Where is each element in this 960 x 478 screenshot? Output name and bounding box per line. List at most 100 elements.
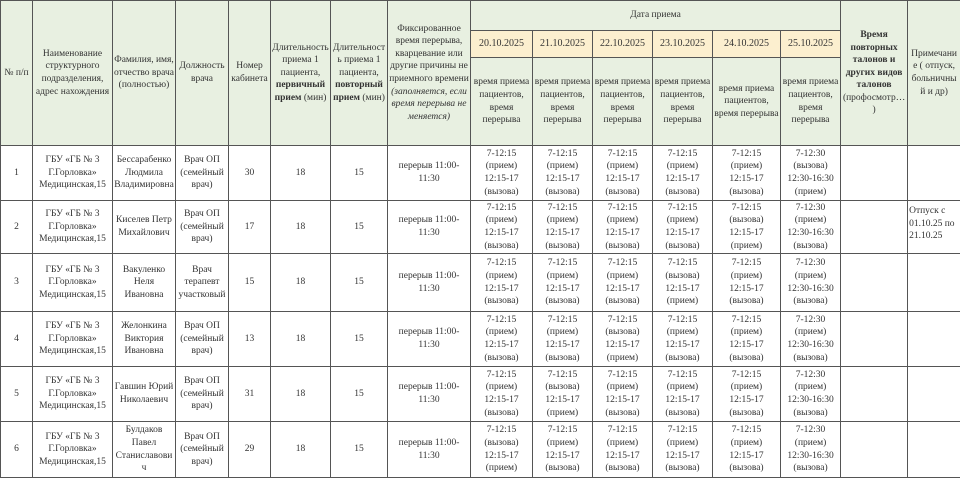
row-num: 2 [1, 201, 33, 254]
doctor-name: Желонкина Виктория Ивановна [113, 312, 176, 367]
position-cell: Врач ОП (семейный врач) [176, 201, 229, 254]
schedule-cell: 7-12:15 (прием) 12:15-17 (вызова) [533, 201, 593, 254]
primary-duration: 18 [271, 367, 331, 422]
date-subheader: время приема пациентов, время перерыва [713, 58, 781, 146]
repeat-duration: 15 [331, 367, 388, 422]
schedule-cell: 7-12:15 (прием) 12:15-17 (вызова) [471, 254, 533, 312]
date-header: 20.10.2025 [471, 31, 533, 58]
date-header: 24.10.2025 [713, 31, 781, 58]
schedule-cell: 7-12:15 (прием) 12:15-17 (вызова) [593, 201, 653, 254]
header-primary-unit: (мин) [304, 93, 327, 103]
primary-duration: 18 [271, 201, 331, 254]
schedule-cell: 7-12:15 (прием) 12:15-17 (вызова) [713, 146, 781, 201]
repeat-duration: 15 [331, 312, 388, 367]
cabinet-cell: 29 [229, 422, 271, 478]
primary-duration: 18 [271, 312, 331, 367]
schedule-cell: 7-12:15 (прием) 12:15-17 (вызова) [653, 201, 713, 254]
header-name: Фамилия, имя, отчество врача (полностью) [113, 1, 176, 146]
date-header: 23.10.2025 [653, 31, 713, 58]
break-cell: перерыв 11:00-11:30 [388, 312, 471, 367]
unit-cell: ГБУ «ГБ № 3 Г.Горловка» Медицинская,15 [33, 422, 113, 478]
header-primary: Длительность приема 1 пациента, первичны… [271, 1, 331, 146]
schedule-cell: 7-12:15 (вызова) 12:15-17 (прием) [471, 422, 533, 478]
talons-cell [841, 367, 908, 422]
note-cell [908, 367, 960, 422]
doctor-name: Гавшин Юрий Николаевич [113, 367, 176, 422]
schedule-cell: 7-12:30 (прием) 12:30-16:30 (вызова) [781, 312, 841, 367]
row-num: 3 [1, 254, 33, 312]
header-cabinet: Номер кабинета [229, 1, 271, 146]
date-subheader: время приема пациентов, время перерыва [781, 58, 841, 146]
break-cell: перерыв 11:00-11:30 [388, 367, 471, 422]
schedule-cell: 7-12:15 (вызова) 12:15-17 (прием) [593, 312, 653, 367]
note-cell [908, 312, 960, 367]
note-cell: Отпуск с 01.10.25 по 21.10.25 [908, 201, 960, 254]
schedule-cell: 7-12:15 (прием) 12:15-17 (вызова) [593, 422, 653, 478]
primary-duration: 18 [271, 422, 331, 478]
break-cell: перерыв 11:00-11:30 [388, 201, 471, 254]
date-header: 22.10.2025 [593, 31, 653, 58]
break-cell: перерыв 11:00-11:30 [388, 254, 471, 312]
doctor-name: Вакуленко Неля Ивановна [113, 254, 176, 312]
date-header: 25.10.2025 [781, 31, 841, 58]
talons-cell [841, 422, 908, 478]
talons-cell [841, 146, 908, 201]
schedule-cell: 7-12:15 (вызова) 12:15-17 (прием) [713, 201, 781, 254]
position-cell: Врач ОП (семейный врач) [176, 367, 229, 422]
header-num: № п/п [1, 1, 33, 146]
schedule-cell: 7-12:15 (прием) 12:15-17 (вызова) [653, 312, 713, 367]
unit-cell: ГБУ «ГБ № 3 Г.Горловка» Медицинская,15 [33, 367, 113, 422]
position-cell: Врач ОП (семейный врач) [176, 422, 229, 478]
break-cell: перерыв 11:00-11:30 [388, 422, 471, 478]
schedule-cell: 7-12:15 (прием) 12:15-17 (вызова) [593, 254, 653, 312]
date-subheader: время приема пациентов, время перерыва [593, 58, 653, 146]
doctor-name: Киселев Петр Михайлович [113, 201, 176, 254]
talons-cell [841, 254, 908, 312]
header-note: Примечание ( отпуск, больничный и др) [908, 1, 960, 146]
position-cell: Врач ОП (семейный врач) [176, 146, 229, 201]
header-repeat: Длительность приема 1 пациента, повторны… [331, 1, 388, 146]
unit-cell: ГБУ «ГБ № 3 Г.Горловка» Медицинская,15 [33, 254, 113, 312]
row-num: 6 [1, 422, 33, 478]
schedule-cell: 7-12:15 (прием) 12:15-17 (вызова) [653, 367, 713, 422]
schedule-cell: 7-12:15 (прием) 12:15-17 (вызова) [593, 146, 653, 201]
schedule-cell: 7-12:15 (прием) 12:15-17 (вызова) [713, 312, 781, 367]
schedule-cell: 7-12:15 (прием) 12:15-17 (вызова) [713, 422, 781, 478]
row-num: 5 [1, 367, 33, 422]
date-subheader: время приема пациентов, время перерыва [653, 58, 713, 146]
schedule-cell: 7-12:15 (прием) 12:15-17 (вызова) [471, 201, 533, 254]
repeat-duration: 15 [331, 422, 388, 478]
cabinet-cell: 13 [229, 312, 271, 367]
date-header: 21.10.2025 [533, 31, 593, 58]
date-subheader: время приема пациентов, время перерыва [471, 58, 533, 146]
header-talons: Время повторных талонов и других видов т… [841, 1, 908, 146]
header-unit: Наименование структурного подразделения,… [33, 1, 113, 146]
doctor-name: Булдаков Павел Станиславович [113, 422, 176, 478]
note-cell [908, 146, 960, 201]
cabinet-cell: 15 [229, 254, 271, 312]
header-talons-bold: Время повторных талонов и других видов т… [846, 30, 903, 90]
schedule-cell: 7-12:15 (прием) 12:15-17 (вызова) [533, 146, 593, 201]
note-cell [908, 254, 960, 312]
header-repeat-unit: (мин) [362, 93, 385, 103]
header-break: Фиксированное время перерыва, кварцевани… [388, 1, 471, 146]
schedule-cell: 7-12:15 (вызова) 12:15-17 (прием) [533, 367, 593, 422]
header-date-group: Дата приема [471, 1, 841, 31]
header-primary-text: Длительность приема 1 пациента, [272, 43, 329, 78]
note-cell [908, 422, 960, 478]
date-subheader: время приема пациентов, время перерыва [533, 58, 593, 146]
table-header: № п/п Наименование структурного подразде… [1, 1, 960, 146]
schedule-cell: 7-12:15 (прием) 12:15-17 (вызова) [533, 312, 593, 367]
break-cell: перерыв 11:00-11:30 [388, 146, 471, 201]
schedule-cell: 7-12:15 (прием) 12:15-17 (вызова) [713, 367, 781, 422]
schedule-cell: 7-12:15 (прием) 12:15-17 (вызова) [653, 422, 713, 478]
row-num: 4 [1, 312, 33, 367]
repeat-duration: 15 [331, 254, 388, 312]
position-cell: Врач терапевт участковый [176, 254, 229, 312]
